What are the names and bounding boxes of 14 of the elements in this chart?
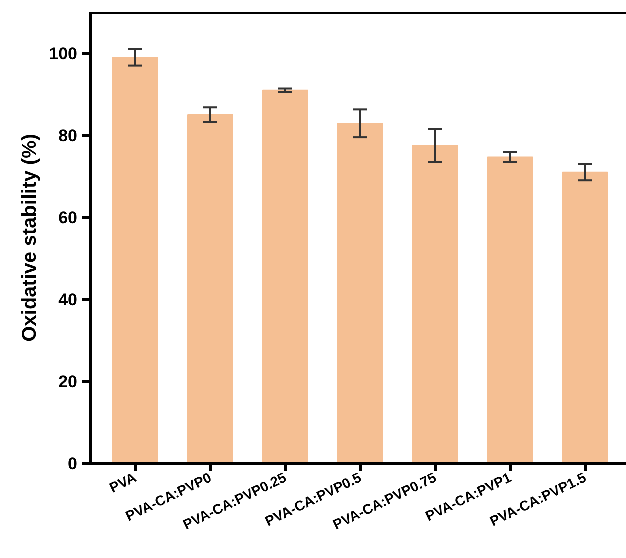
bar <box>487 156 534 464</box>
y-tick-label: 20 <box>58 372 78 392</box>
bar <box>412 145 458 464</box>
bar <box>337 123 384 464</box>
y-tick-label: 60 <box>58 208 78 228</box>
y-tick-label: 100 <box>49 44 78 64</box>
bar <box>112 57 158 464</box>
bar <box>187 114 234 464</box>
bar <box>562 172 608 464</box>
y-tick-label: 80 <box>58 126 78 146</box>
bar <box>262 90 308 464</box>
y-axis-title: Oxidative stability (%) <box>19 134 42 342</box>
y-tick-label: 0 <box>68 454 78 474</box>
y-tick-label: 40 <box>58 290 78 310</box>
